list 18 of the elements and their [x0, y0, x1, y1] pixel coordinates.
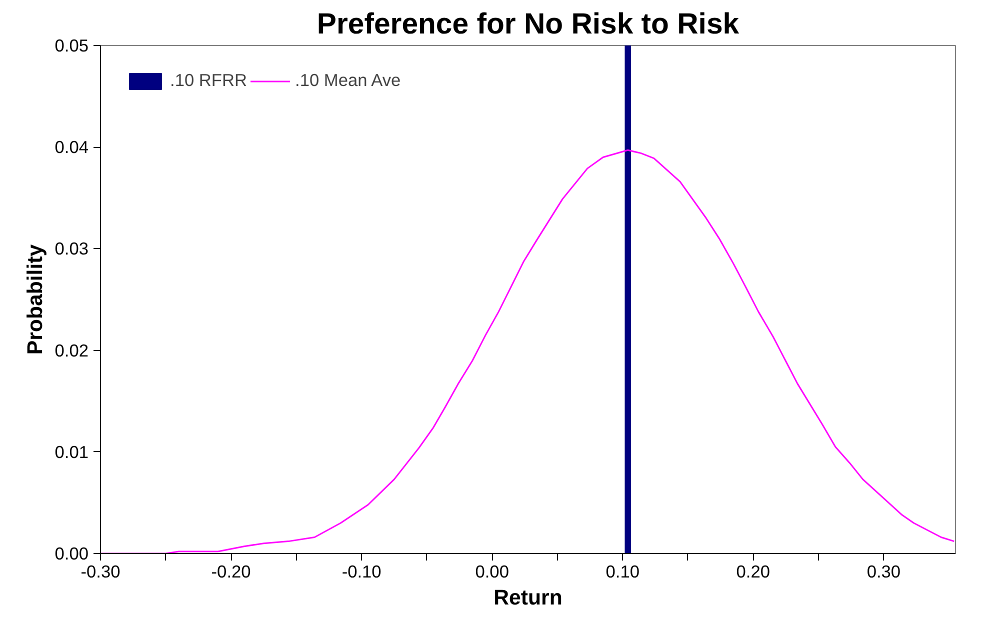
y-tick-label: 0.04	[54, 137, 89, 158]
x-tick-label: -0.20	[211, 562, 251, 582]
legend-label: .10 RFRR	[170, 70, 248, 91]
x-tick-label: 0.20	[736, 562, 770, 582]
x-tick-label: -0.30	[80, 562, 120, 582]
x-tick-label: 0.30	[866, 562, 901, 582]
y-tick-label: 0.01	[54, 442, 89, 462]
x-tick-label: 0.10	[606, 562, 640, 582]
y-tick-label: 0.05	[54, 36, 89, 56]
chart-title: Preference for No Risk to Risk	[316, 8, 740, 40]
x-tick-label: -0.10	[342, 562, 382, 582]
x-tick-label: 0.00	[475, 562, 509, 582]
x-axis-title: Return	[494, 586, 562, 610]
y-tick-label: 0.00	[54, 544, 89, 564]
y-tick-label: 0.02	[54, 340, 89, 360]
legend-label: .10 Mean Ave	[295, 70, 401, 91]
y-tick-label: 0.03	[54, 238, 89, 259]
y-axis-title: Probability	[22, 244, 47, 355]
